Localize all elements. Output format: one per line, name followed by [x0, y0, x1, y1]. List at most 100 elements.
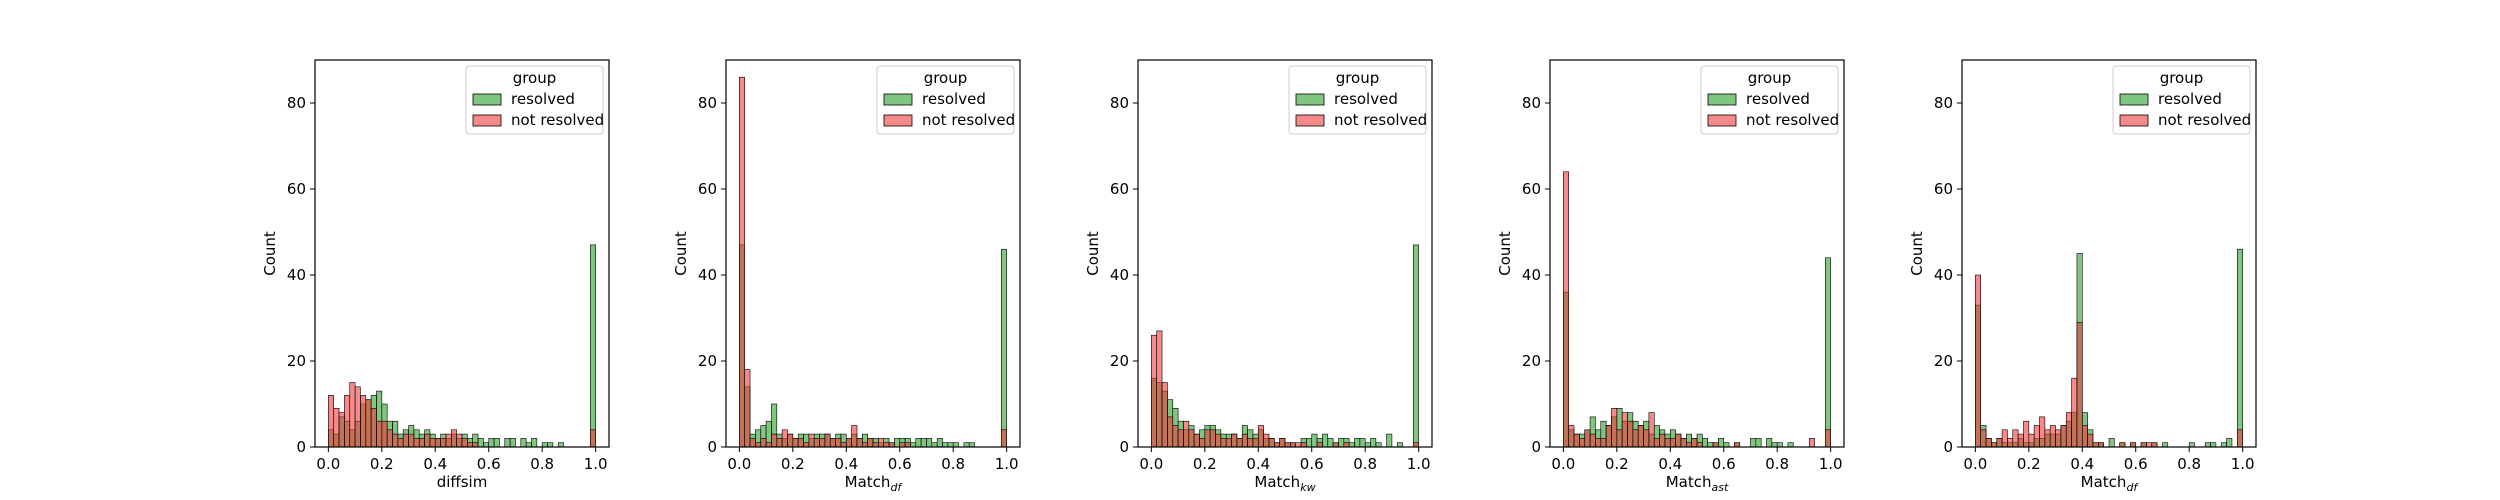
legend-label-resolved: resolved — [511, 90, 575, 108]
legend-label-resolved: resolved — [1334, 90, 1398, 108]
x-tick-label: 0.0 — [316, 455, 340, 473]
bar-not-resolved — [1824, 429, 1831, 448]
bar-not-resolved — [2055, 429, 2062, 448]
x-tick-label: 0.8 — [530, 455, 554, 473]
bar-resolved — [504, 438, 511, 448]
bar-not-resolved — [2065, 412, 2072, 448]
bar-not-resolved — [765, 442, 772, 448]
bar-not-resolved — [2071, 377, 2078, 448]
bar-not-resolved — [2087, 433, 2094, 448]
y-axis-title: Count — [672, 231, 690, 276]
legend: group resolved not resolved — [1288, 65, 1427, 135]
y-tick-label: 80 — [287, 94, 306, 112]
bar-not-resolved — [1284, 442, 1291, 448]
series-not-resolved-panel-4 — [1563, 171, 1831, 448]
bar-not-resolved — [1675, 433, 1682, 448]
bar-not-resolved — [2060, 425, 2067, 448]
bar-resolved — [963, 442, 970, 448]
bar-not-resolved — [2119, 442, 2126, 448]
legend-swatch-resolved — [2119, 93, 2149, 106]
bar-not-resolved — [1183, 420, 1190, 448]
bar-not-resolved — [862, 442, 868, 448]
x-tick-label: 1.0 — [995, 455, 1019, 473]
bar-not-resolved — [1236, 438, 1243, 448]
bar-not-resolved — [1215, 433, 1222, 448]
bar-not-resolved — [408, 433, 415, 448]
bar-resolved — [1750, 438, 1757, 448]
bar-not-resolved — [835, 438, 842, 448]
bar-resolved — [2108, 438, 2115, 448]
bar-not-resolved — [2146, 442, 2153, 448]
bar-not-resolved — [813, 438, 820, 448]
legend-label-resolved: resolved — [922, 90, 986, 108]
bar-not-resolved — [904, 442, 911, 448]
bar-not-resolved — [344, 395, 351, 448]
bar-resolved — [1322, 433, 1329, 448]
bar-not-resolved — [1295, 442, 1302, 448]
bar-resolved — [942, 442, 949, 448]
bar-not-resolved — [797, 438, 804, 448]
y-tick-label: 20 — [698, 352, 717, 370]
bar-not-resolved — [1605, 425, 1612, 448]
bar-not-resolved — [2151, 442, 2158, 448]
bar-not-resolved — [1985, 438, 1992, 448]
bar-not-resolved — [819, 438, 826, 448]
y-tick-label: 60 — [698, 180, 717, 198]
series-resolved-panel-2 — [739, 244, 1007, 448]
bar-resolved — [493, 438, 500, 448]
histogram-panel-5: 0.0 0.2 0.4 0.6 0.8 1.0 0 20 40 60 80 Matchdf Count g… — [1908, 59, 2257, 494]
bar-resolved — [1723, 442, 1730, 448]
bar-not-resolved — [440, 438, 447, 448]
y-axis-title: Count — [1496, 231, 1514, 276]
bar-not-resolved — [2001, 429, 2008, 448]
bar-resolved — [936, 438, 943, 448]
bar-not-resolved — [744, 369, 751, 448]
bar-not-resolved — [1696, 442, 1703, 448]
y-tick-label: 60 — [1522, 180, 1541, 198]
bar-not-resolved — [1193, 433, 1200, 448]
bar-not-resolved — [1595, 438, 1602, 448]
bar-not-resolved — [1247, 438, 1254, 448]
bar-not-resolved — [451, 429, 457, 448]
y-tick-label: 60 — [1110, 180, 1129, 198]
bar-not-resolved — [2092, 442, 2099, 448]
bar-not-resolved — [749, 438, 756, 448]
bar-resolved — [1755, 438, 1762, 448]
bar-not-resolved — [376, 420, 383, 448]
bar-not-resolved — [1279, 438, 1286, 448]
x-tick-label: 0.4 — [2070, 455, 2094, 473]
bar-resolved — [2236, 248, 2243, 448]
bar-not-resolved — [1225, 438, 1232, 448]
legend: group resolved not resolved — [1700, 65, 1839, 135]
series-resolved-panel-4 — [1563, 257, 1831, 448]
x-tick-label: 0.8 — [941, 455, 965, 473]
bar-resolved — [509, 438, 516, 448]
bar-resolved — [1771, 442, 1778, 448]
plot-frame — [314, 59, 610, 448]
legend: group resolved not resolved — [465, 65, 604, 135]
bar-resolved — [525, 442, 532, 448]
x-tick-label: 0.8 — [2177, 455, 2201, 473]
x-tick-label: 0.6 — [2124, 455, 2148, 473]
bar-not-resolved — [781, 429, 788, 448]
bar-resolved — [931, 442, 938, 448]
bar-resolved — [483, 442, 490, 448]
y-tick-label: 80 — [1522, 94, 1541, 112]
bar-resolved — [2188, 442, 2195, 448]
bar-not-resolved — [899, 442, 906, 448]
x-axis-title: Matchdf — [2081, 473, 2140, 494]
bar-not-resolved — [413, 438, 420, 448]
series-not-resolved-panel-5 — [1975, 274, 2243, 448]
bar-not-resolved — [381, 420, 388, 448]
legend: group resolved not resolved — [2112, 65, 2251, 135]
bar-not-resolved — [1257, 425, 1264, 448]
legend-label-not-resolved: not resolved — [2158, 111, 2251, 129]
bar-not-resolved — [1268, 438, 1275, 448]
x-axis-title: Matchkw — [1254, 473, 1315, 494]
bar-not-resolved — [1712, 442, 1719, 448]
x-tick-label: 0.2 — [1193, 455, 1217, 473]
legend-label-not-resolved: not resolved — [1334, 111, 1427, 129]
bar-not-resolved — [392, 433, 399, 448]
y-tick-label: 0 — [1943, 438, 1953, 456]
x-tick-label: 0.6 — [1300, 455, 1324, 473]
